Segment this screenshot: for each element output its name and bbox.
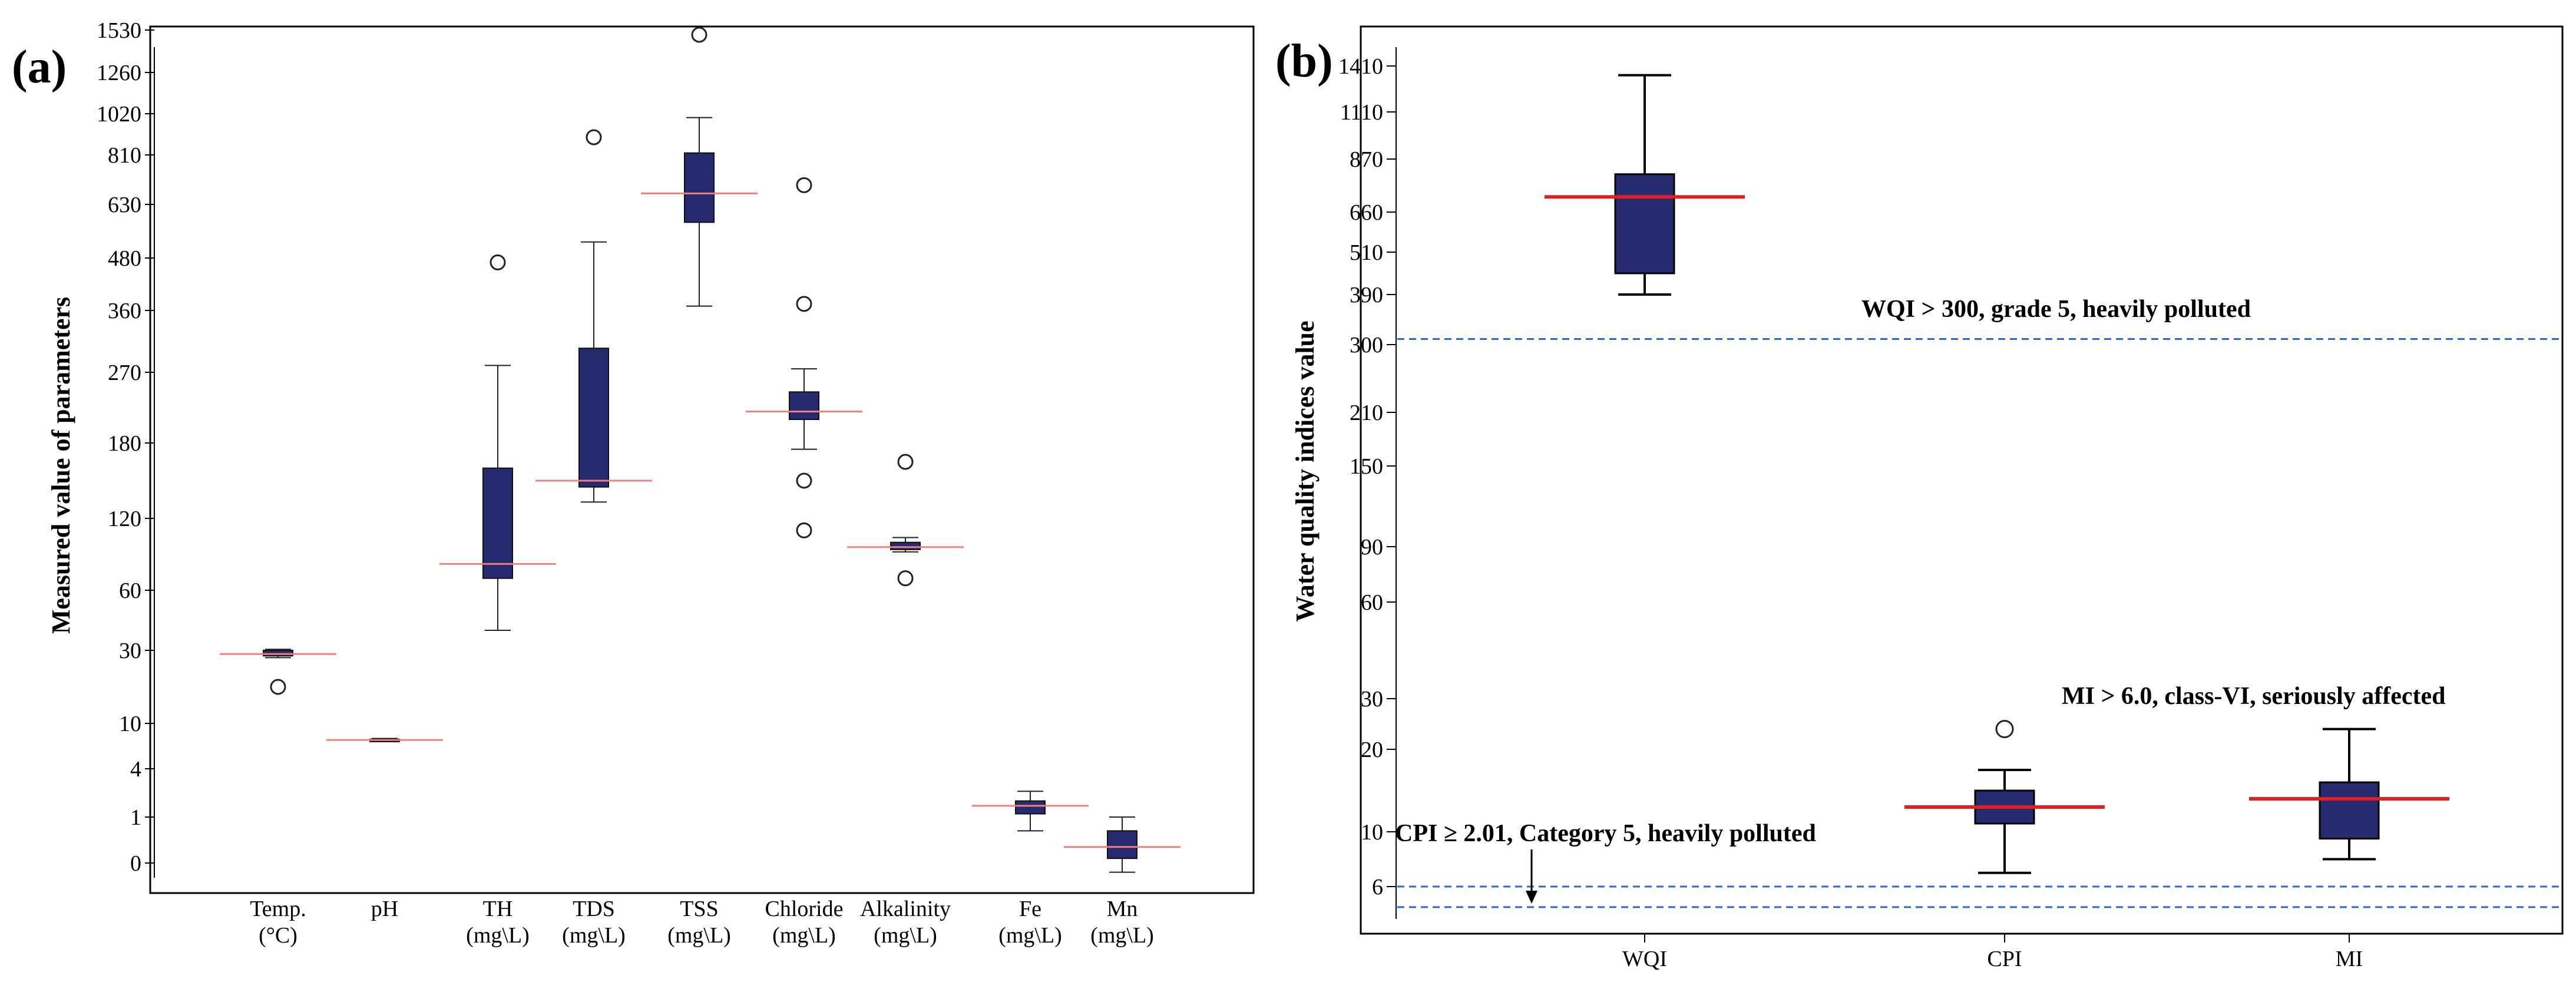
y-tick-label: 120: [108, 507, 141, 531]
x-tick-label: CPI: [1987, 947, 2022, 971]
outlier-point: [796, 522, 812, 538]
y-tick-label: 210: [1350, 401, 1383, 425]
outlier-point: [691, 27, 707, 43]
box: [578, 348, 609, 488]
cpi-threshold-annotation: CPI ≥ 2.01, Category 5, heavily polluted: [1395, 820, 1816, 847]
box: [890, 541, 921, 550]
box: [263, 650, 293, 657]
outlier-point: [897, 570, 914, 587]
panel-a-y-axis-title: Measured value of parameters: [47, 297, 75, 634]
y-tick-label: 150: [1350, 454, 1383, 479]
y-tick-label: 1410: [1338, 54, 1383, 79]
y-tick-label: 270: [108, 361, 141, 385]
y-tick-label: 90: [1361, 535, 1383, 560]
y-tick-label: 870: [1350, 147, 1383, 172]
outlier-point: [796, 177, 812, 193]
x-tick-label: Alkalinity: [860, 897, 951, 921]
box: [789, 391, 819, 420]
panel-a-plot: 0 1 4 10 30 60 120 180 270 360 480 630 810 1020 1260 15…: [97, 18, 1180, 948]
x-tick-unit: (°C): [259, 923, 297, 948]
panel-b-y-axis-title: Water quality indices value: [1291, 320, 1320, 621]
y-tick-label: 1: [130, 805, 141, 830]
x-tick-label: MI: [2336, 947, 2363, 971]
outlier-point: [897, 454, 914, 470]
y-tick-label: 510: [1350, 240, 1383, 265]
y-tick-label: 4: [130, 757, 141, 782]
outlier-point: [796, 472, 812, 489]
panel-b-label: (b): [1275, 35, 1333, 87]
y-tick-label: 660: [1350, 200, 1383, 225]
y-tick-label: 1530: [97, 18, 141, 43]
y-tick-label: 6: [1372, 875, 1383, 900]
mi-threshold-annotation: MI > 6.0, class-VI, seriously affected: [2062, 683, 2446, 710]
y-tick-label: 300: [1350, 333, 1383, 358]
box: [684, 152, 715, 223]
box: [2319, 781, 2380, 840]
outlier-point: [796, 296, 812, 312]
y-tick-label: 1020: [97, 102, 141, 127]
panel-a-label: (a): [12, 41, 67, 93]
y-tick-label: 630: [108, 193, 141, 217]
y-tick-label: 10: [1361, 820, 1383, 845]
x-tick-unit: (mg\L): [874, 923, 937, 948]
x-tick-label: Mn: [1107, 897, 1138, 921]
box: [482, 467, 513, 579]
y-tick-label: 180: [108, 431, 141, 456]
box: [1015, 800, 1046, 815]
x-tick-unit: (mg\L): [772, 923, 836, 948]
x-tick-label: TDS: [573, 897, 615, 921]
x-tick-label: Temp.: [250, 897, 306, 921]
y-tick-label: 30: [119, 639, 141, 663]
x-tick-label: pH: [371, 897, 398, 921]
x-tick-unit: (mg\L): [562, 923, 626, 948]
y-tick-label: 360: [108, 299, 141, 323]
x-tick-label: TSS: [680, 897, 718, 921]
outlier-point: [490, 254, 506, 270]
x-tick-unit: (mg\L): [1090, 923, 1154, 948]
x-tick-unit: (mg\L): [667, 923, 731, 948]
outlier-point: [270, 679, 286, 695]
box: [1614, 173, 1675, 275]
y-tick-label: 20: [1361, 738, 1383, 762]
panel-b-plot: 6 10 20 30 60 90 150 210 300 390 510 660 870 1110 1410…: [1338, 54, 2561, 971]
x-tick-label: Fe: [1019, 897, 1041, 921]
y-tick-label: 480: [108, 246, 141, 271]
y-tick-label: 10: [119, 712, 141, 736]
y-tick-label: 0: [130, 851, 141, 876]
box: [1107, 830, 1137, 859]
x-tick-unit: (mg\L): [998, 923, 1062, 948]
x-tick-unit: (mg\L): [466, 923, 530, 948]
x-tick-label: TH: [483, 897, 513, 921]
outlier-point: [1995, 720, 2014, 739]
y-tick-label: 390: [1350, 283, 1383, 308]
y-tick-label: 30: [1361, 687, 1383, 712]
wqi-threshold-annotation: WQI > 300, grade 5, heavily polluted: [1861, 296, 2251, 323]
y-tick-label: 810: [108, 143, 141, 168]
cpi-annotation-arrowhead: [1526, 891, 1537, 904]
y-tick-label: 1110: [1340, 100, 1383, 125]
y-tick-label: 60: [119, 578, 141, 603]
y-tick-label: 60: [1361, 590, 1383, 615]
outlier-point: [586, 129, 602, 146]
y-tick-label: 1260: [97, 61, 141, 85]
x-tick-label: Chloride: [765, 897, 844, 921]
x-tick-label: WQI: [1622, 947, 1667, 971]
